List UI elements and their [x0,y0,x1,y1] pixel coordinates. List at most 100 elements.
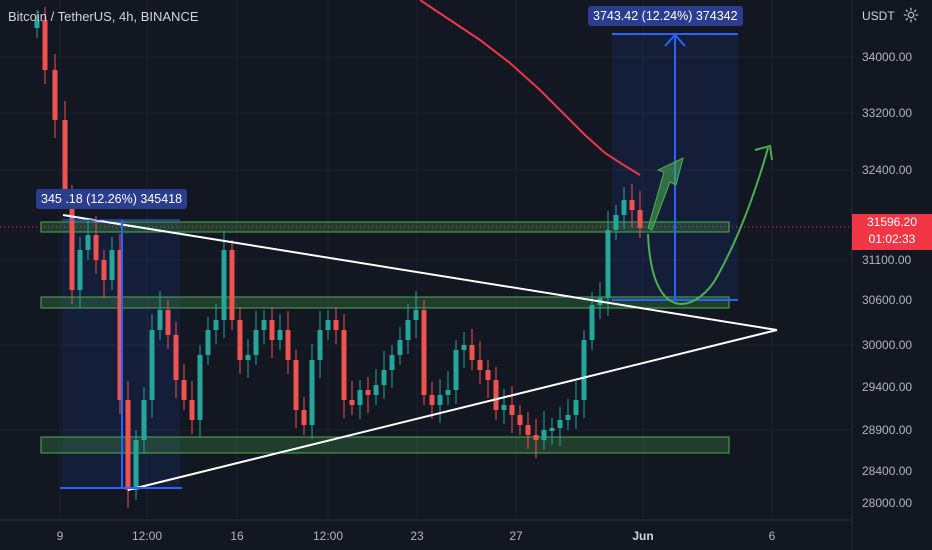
candle[interactable] [557,420,563,428]
candle[interactable] [117,250,123,400]
candle[interactable] [549,428,555,431]
measure-left-label[interactable]: 345 .18 (12.26%) 345418 [36,189,188,209]
measure-right-label[interactable]: 3743.42 (12.24%) 374342 [588,6,743,26]
candle[interactable] [221,250,227,320]
candle[interactable] [269,320,275,340]
support-zone[interactable] [40,436,730,454]
candle[interactable] [189,400,195,420]
candle[interactable] [309,360,315,425]
candle[interactable] [637,210,643,228]
candle[interactable] [125,400,131,490]
candle[interactable] [34,20,40,28]
gear-icon[interactable] [902,6,920,24]
candle[interactable] [349,400,355,405]
candle[interactable] [261,320,267,330]
candle[interactable] [517,415,523,425]
projection-arrow-up[interactable] [647,157,684,231]
projection-curve[interactable] [647,147,769,305]
triangle-lower-line[interactable] [127,329,778,491]
candle[interactable] [461,345,467,350]
candle[interactable] [205,330,211,355]
candle[interactable] [213,320,219,330]
candle[interactable] [469,345,475,360]
candle[interactable] [69,195,75,290]
candle[interactable] [573,400,579,415]
price-unit[interactable]: USDT [862,9,895,23]
candle[interactable] [277,330,283,340]
candle[interactable] [605,230,611,298]
candle[interactable] [93,235,99,260]
candle[interactable] [237,320,243,360]
candle[interactable] [629,200,635,210]
time-label: 16 [230,529,244,543]
candle[interactable] [357,390,363,405]
candle[interactable] [109,250,115,280]
candle[interactable] [397,340,403,355]
candle[interactable] [149,330,155,400]
candle[interactable] [405,320,411,340]
triangle-upper-line[interactable] [62,214,778,331]
time-label: 27 [509,529,523,543]
price-label: 30000.00 [862,338,913,352]
candle[interactable] [381,370,387,385]
candle[interactable] [341,330,347,400]
candle[interactable] [533,435,539,440]
candle[interactable] [413,310,419,320]
mid-zone[interactable] [40,296,730,309]
candle[interactable] [333,320,339,330]
bar-countdown: 01:02:33 [868,232,916,246]
candle[interactable] [493,380,499,410]
candle[interactable] [101,260,107,280]
candle[interactable] [437,395,443,405]
candle[interactable] [141,400,147,440]
candle[interactable] [77,250,83,290]
candle[interactable] [589,305,595,340]
candle[interactable] [453,350,459,390]
candle[interactable] [293,360,299,410]
projection-curve-head [754,144,773,161]
candle[interactable] [165,310,171,335]
candle[interactable] [365,390,371,395]
candle[interactable] [133,440,139,490]
candle[interactable] [581,340,587,400]
candle[interactable] [85,235,91,250]
candle[interactable] [429,395,435,405]
candle[interactable] [181,380,187,400]
candle[interactable] [229,250,235,320]
price-label: 33200.00 [862,106,913,120]
candle[interactable] [253,330,259,355]
current-price-tag[interactable]: 31596.20 01:02:33 [852,214,932,250]
candle[interactable] [173,335,179,380]
price-label: 29400.00 [862,380,913,394]
candle[interactable] [525,425,531,435]
candle[interactable] [389,355,395,370]
candle[interactable] [541,430,547,440]
candle[interactable] [621,200,627,215]
candle[interactable] [613,215,619,230]
candle[interactable] [62,120,68,195]
candle[interactable] [501,405,507,410]
candle[interactable] [445,390,451,395]
candle[interactable] [317,330,323,360]
candle[interactable] [301,410,307,425]
candle[interactable] [197,355,203,420]
candle[interactable] [421,310,427,395]
candle[interactable] [565,415,571,420]
candles[interactable] [34,7,643,508]
candle[interactable] [52,70,58,120]
candle[interactable] [509,405,515,415]
candle[interactable] [485,370,491,380]
price-label: 34000.00 [862,50,913,64]
candle[interactable] [42,20,48,70]
time-label: 12:00 [312,529,344,543]
candle[interactable] [285,330,291,360]
candle[interactable] [157,310,163,330]
candle[interactable] [477,360,483,370]
symbol-title[interactable]: Bitcoin / TetherUS, 4h, BINANCE [8,9,199,24]
candle[interactable] [245,355,251,360]
moving-average-line[interactable] [419,0,641,176]
candle[interactable] [325,320,331,330]
candle[interactable] [373,385,379,395]
